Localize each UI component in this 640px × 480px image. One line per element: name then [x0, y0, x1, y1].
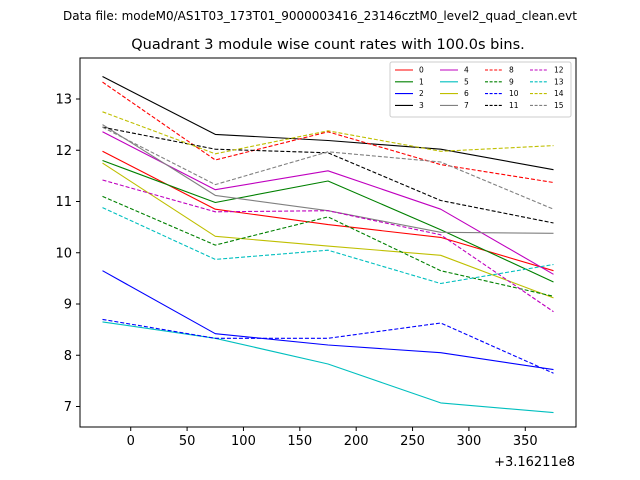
series-line-13: [102, 207, 554, 285]
legend-label-9: 9: [509, 77, 514, 86]
legend-label-0: 0: [419, 66, 424, 75]
plot-frame: [79, 57, 577, 428]
legend-label-14: 14: [554, 89, 564, 98]
legend-label-13: 13: [554, 77, 564, 86]
legend-label-5: 5: [464, 77, 469, 86]
x-tick-label: 50: [179, 434, 196, 449]
x-tick-label: 300: [456, 434, 481, 449]
y-tick-label: 8: [64, 349, 72, 364]
chart-title: Quadrant 3 module wise count rates with …: [131, 37, 525, 53]
x-tick-label: 0: [127, 434, 135, 449]
series-line-4: [102, 131, 554, 275]
figure-suptitle: Data file: modeM0/AS1T03_173T01_90000034…: [63, 9, 577, 23]
series-line-8: [102, 81, 554, 184]
series-line-3: [102, 76, 554, 171]
legend-label-3: 3: [419, 101, 424, 110]
y-tick-label: 12: [55, 144, 72, 159]
legend-label-15: 15: [554, 101, 564, 110]
y-tick-label: 10: [55, 246, 72, 261]
series-line-15: [102, 126, 554, 210]
series-line-14: [102, 111, 554, 155]
x-tick-label: 250: [400, 434, 425, 449]
legend-label-10: 10: [509, 89, 519, 98]
x-tick-label: 350: [513, 434, 538, 449]
series-layer: [102, 76, 554, 414]
x-tick-label: 100: [231, 434, 256, 449]
series-line-11: [102, 126, 554, 224]
series-line-12: [102, 179, 554, 313]
series-line-9: [102, 195, 554, 297]
x-tick-label: 150: [287, 434, 312, 449]
series-line-10: [102, 318, 554, 374]
y-tick-label: 11: [55, 195, 72, 210]
y-tick-label: 7: [64, 400, 72, 415]
legend-label-8: 8: [509, 66, 514, 75]
x-axis-offset-label: +3.16211e8: [494, 455, 575, 470]
legend-label-6: 6: [464, 89, 469, 98]
series-line-2: [102, 270, 554, 371]
series-line-0: [102, 150, 554, 272]
legend-label-11: 11: [509, 101, 519, 110]
y-tick-label: 9: [64, 298, 72, 313]
legend-label-2: 2: [419, 89, 424, 98]
legend-label-4: 4: [464, 66, 469, 75]
legend-label-12: 12: [554, 66, 564, 75]
y-tick-label: 13: [55, 93, 72, 108]
series-line-5: [102, 321, 554, 414]
series-line-1: [102, 159, 554, 283]
series-line-6: [102, 162, 554, 299]
legend-label-1: 1: [419, 77, 424, 86]
legend-label-7: 7: [464, 101, 469, 110]
legend-frame: [389, 61, 572, 118]
x-tick-label: 200: [344, 434, 369, 449]
